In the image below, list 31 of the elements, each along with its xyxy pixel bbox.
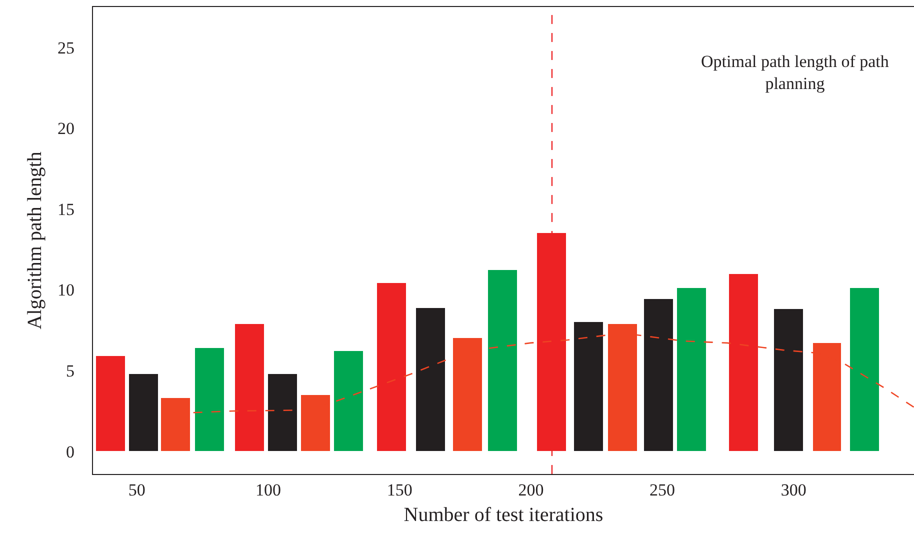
x-tick-label: 200 bbox=[518, 480, 544, 500]
y-tick-label: 15 bbox=[58, 200, 74, 219]
bar bbox=[268, 374, 297, 451]
y-tick-label: 0 bbox=[66, 442, 74, 462]
bar bbox=[334, 351, 363, 451]
x-tick-label: 250 bbox=[650, 480, 676, 500]
x-tick-label: 100 bbox=[255, 480, 281, 500]
bar bbox=[677, 288, 706, 451]
annotation: Optimal path length of path planning bbox=[701, 52, 890, 94]
bar bbox=[416, 308, 445, 451]
bar bbox=[195, 348, 224, 451]
y-tick-label: 5 bbox=[66, 362, 74, 381]
bar bbox=[96, 356, 125, 451]
y-tick-label: 25 bbox=[58, 38, 74, 58]
bar bbox=[129, 374, 158, 451]
x-axis-title: Number of test iterations bbox=[404, 504, 604, 526]
bar bbox=[235, 324, 264, 451]
x-tick-label: 300 bbox=[780, 480, 806, 500]
bar bbox=[644, 299, 673, 451]
y-tick-label: 20 bbox=[58, 119, 74, 138]
bar bbox=[161, 398, 190, 451]
bar bbox=[850, 288, 879, 451]
x-tick-label: 50 bbox=[128, 480, 146, 500]
x-tick-label: 150 bbox=[386, 480, 412, 500]
bar bbox=[377, 283, 406, 451]
bar bbox=[574, 322, 603, 451]
bar bbox=[488, 270, 517, 451]
y-tick-label: 10 bbox=[58, 280, 74, 300]
y-axis-title: Algorithm path length bbox=[24, 152, 46, 330]
bar bbox=[774, 309, 803, 451]
bar bbox=[729, 274, 758, 451]
